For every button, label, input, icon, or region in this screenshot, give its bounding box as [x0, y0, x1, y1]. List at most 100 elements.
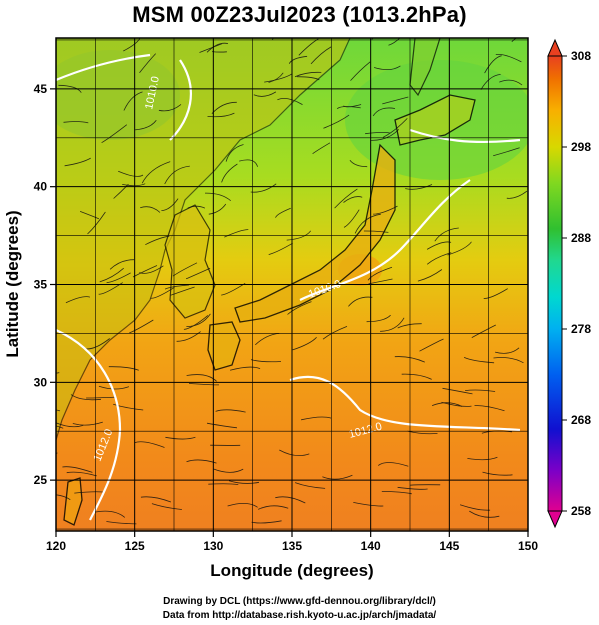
streamline	[227, 502, 258, 508]
x-tick-label: 135	[282, 539, 302, 553]
streamline	[286, 230, 312, 241]
streamline	[272, 38, 274, 40]
streamline	[170, 286, 195, 296]
streamline	[213, 468, 244, 473]
streamline	[106, 272, 131, 284]
credit-drawing: Drawing by DCL (https://www.gfd-dennou.o…	[163, 596, 436, 607]
streamline	[135, 119, 157, 131]
streamline	[183, 315, 209, 330]
streamline	[275, 207, 291, 218]
streamline	[463, 357, 495, 364]
streamline	[56, 372, 60, 374]
streamline	[208, 483, 239, 485]
streamline	[426, 252, 452, 265]
streamline	[258, 505, 289, 510]
y-tick-label: 35	[34, 278, 48, 292]
streamline	[506, 190, 528, 199]
streamline	[417, 269, 443, 282]
streamline	[322, 474, 353, 480]
streamline	[185, 267, 211, 280]
streamline	[62, 466, 93, 473]
colorbar-tick-label: 298	[571, 140, 591, 154]
streamline	[264, 73, 293, 83]
y-tick-label: 25	[34, 473, 48, 487]
wind-streamlines	[56, 38, 528, 525]
streamline	[365, 131, 391, 135]
x-tick-label: 120	[46, 539, 66, 553]
streamline	[480, 74, 501, 90]
streamline	[419, 338, 444, 352]
streamline	[312, 142, 331, 155]
x-tick-label: 140	[361, 539, 381, 553]
streamline	[165, 436, 196, 440]
x-axis-title: Longitude (degrees)	[210, 561, 373, 580]
colorbar: 308 298 288 278 268 258	[547, 38, 591, 529]
streamline	[483, 288, 508, 299]
japan-kyushu	[207, 321, 241, 371]
asian-continent	[56, 38, 351, 441]
x-tick-label: 145	[439, 539, 459, 553]
streamline	[225, 144, 244, 162]
streamline	[186, 313, 211, 328]
streamline	[441, 401, 472, 407]
colorbar-tick-label: 258	[571, 504, 591, 518]
colorbar-body	[547, 55, 563, 512]
streamline	[401, 373, 432, 380]
streamline	[109, 259, 135, 270]
streamline	[268, 72, 284, 83]
streamline	[343, 209, 360, 228]
streamline	[323, 114, 350, 129]
sakhalin	[409, 38, 441, 97]
streamline	[459, 504, 491, 511]
streamline	[397, 323, 422, 329]
streamline	[493, 147, 520, 157]
streamline	[64, 157, 91, 167]
streamline	[66, 471, 97, 477]
y-tick-label: 40	[34, 180, 48, 194]
page-title: MSM 00Z23Jul2023 (1013.2hPa)	[132, 2, 467, 27]
streamline	[434, 227, 459, 242]
streamline	[101, 124, 128, 144]
streamline	[207, 112, 235, 118]
korean-peninsula	[164, 204, 216, 319]
x-tick-label: 130	[203, 539, 223, 553]
streamline	[56, 452, 58, 454]
streamline	[354, 213, 381, 234]
streamline	[141, 161, 171, 184]
streamline	[363, 230, 389, 233]
streamline	[94, 510, 126, 518]
streamline	[373, 65, 401, 71]
streamline	[251, 520, 282, 524]
streamline	[469, 510, 500, 518]
streamline	[151, 503, 182, 510]
streamline	[334, 188, 358, 209]
streamline	[187, 205, 206, 209]
streamline	[447, 241, 472, 256]
y-axis-ticks: 25 30 35 40 45	[34, 82, 56, 487]
streamline	[108, 366, 139, 371]
streamline	[98, 385, 130, 390]
streamline	[161, 198, 179, 211]
streamline	[349, 160, 368, 168]
streamline	[373, 205, 398, 215]
colorbar-ticks: 308 298 288 278 268 258	[562, 49, 591, 518]
streamline	[382, 96, 409, 105]
streamline	[65, 296, 91, 304]
streamline	[85, 338, 110, 350]
streamline	[382, 118, 408, 138]
streamline	[56, 425, 64, 429]
streamline	[442, 387, 473, 395]
streamline	[474, 405, 505, 412]
streamline	[158, 104, 182, 112]
streamline	[239, 159, 258, 167]
streamline	[294, 482, 326, 489]
streamline	[380, 317, 405, 332]
y-tick-label: 30	[34, 375, 48, 389]
streamline	[350, 61, 371, 81]
colorbar-bottom-arrow	[547, 510, 563, 529]
streamline	[253, 91, 277, 97]
colorbar-tick-label: 288	[571, 231, 591, 245]
streamline	[431, 402, 463, 407]
japan-honshu	[234, 143, 396, 323]
streamline	[294, 71, 322, 78]
